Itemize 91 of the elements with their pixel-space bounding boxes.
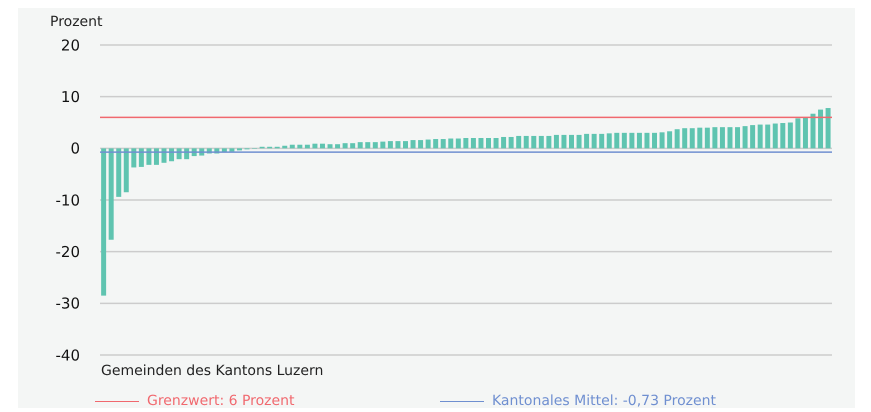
y-tick-label: -20 [56, 242, 80, 261]
bar [629, 132, 634, 148]
bar [546, 136, 552, 148]
y-tick-label: 0 [70, 140, 80, 158]
bar [388, 141, 393, 148]
y-tick-label: -30 [56, 294, 80, 313]
bar [440, 139, 446, 148]
bar [448, 138, 454, 148]
bar [636, 132, 642, 148]
bar [818, 110, 824, 148]
bar [690, 128, 695, 148]
bar [402, 141, 408, 148]
bar [826, 108, 831, 148]
bar [116, 148, 122, 197]
bar [508, 136, 514, 148]
legend-label: Grenzwert: 6 Prozent [147, 393, 294, 409]
y-tick-label: -10 [56, 191, 80, 210]
bar [516, 136, 522, 148]
bar [335, 144, 340, 148]
bar [712, 127, 718, 148]
bar [660, 132, 665, 148]
bar [802, 117, 808, 148]
bar [704, 128, 710, 148]
bar [720, 127, 725, 148]
bar [101, 148, 106, 296]
bar [290, 144, 295, 148]
bar [697, 128, 702, 148]
bar [282, 146, 288, 148]
bar [674, 129, 680, 148]
bar [501, 136, 506, 148]
bar [667, 131, 672, 148]
bar [772, 124, 778, 148]
bar [554, 134, 559, 148]
bar [342, 143, 348, 148]
bar [328, 144, 333, 148]
y-tick-label: 20 [60, 36, 80, 54]
bar [682, 128, 688, 148]
bar [297, 144, 302, 148]
bar [561, 134, 566, 148]
bar [418, 140, 424, 148]
bar [750, 125, 756, 148]
bar [614, 132, 620, 148]
bar [538, 136, 544, 148]
bar [810, 114, 816, 148]
bar [644, 132, 650, 148]
bar [478, 138, 484, 148]
bar [569, 134, 574, 148]
bar [312, 144, 318, 148]
y-tick-label: -40 [56, 346, 80, 364]
legend-label: Kantonales Mittel: -0,73 Prozent [492, 393, 716, 409]
bar [576, 134, 582, 148]
bar [433, 139, 438, 148]
bar [372, 142, 378, 148]
bar [108, 148, 114, 240]
bar [320, 144, 325, 148]
bar [780, 123, 786, 148]
bar [622, 132, 627, 148]
bar [524, 136, 529, 148]
bar [124, 148, 129, 192]
bar [470, 138, 476, 148]
bar [599, 134, 604, 148]
bar [531, 136, 536, 148]
bar [486, 138, 491, 148]
bar [358, 142, 363, 148]
bar [788, 122, 793, 148]
bar [456, 138, 461, 148]
bar [727, 127, 732, 148]
bar [742, 126, 748, 148]
bar [606, 133, 612, 148]
bar [304, 144, 310, 148]
bar [146, 148, 152, 165]
bar [463, 138, 468, 148]
bar [154, 148, 159, 165]
bar [229, 148, 234, 152]
bar [365, 142, 370, 148]
bar [494, 138, 499, 148]
x-axis-title: Gemeinden des Kantons Luzern [101, 363, 324, 379]
bar [395, 141, 400, 148]
y-tick-label: 10 [60, 88, 80, 106]
bar [735, 127, 740, 148]
y-axis-title: Prozent [50, 14, 103, 30]
bar [795, 118, 800, 148]
bar [765, 124, 770, 148]
bar [426, 140, 431, 148]
bar [584, 134, 590, 148]
bar [652, 132, 658, 148]
bar [758, 124, 763, 148]
bar [410, 140, 416, 148]
bar [380, 142, 386, 148]
bar [592, 134, 597, 148]
bar [350, 143, 356, 148]
